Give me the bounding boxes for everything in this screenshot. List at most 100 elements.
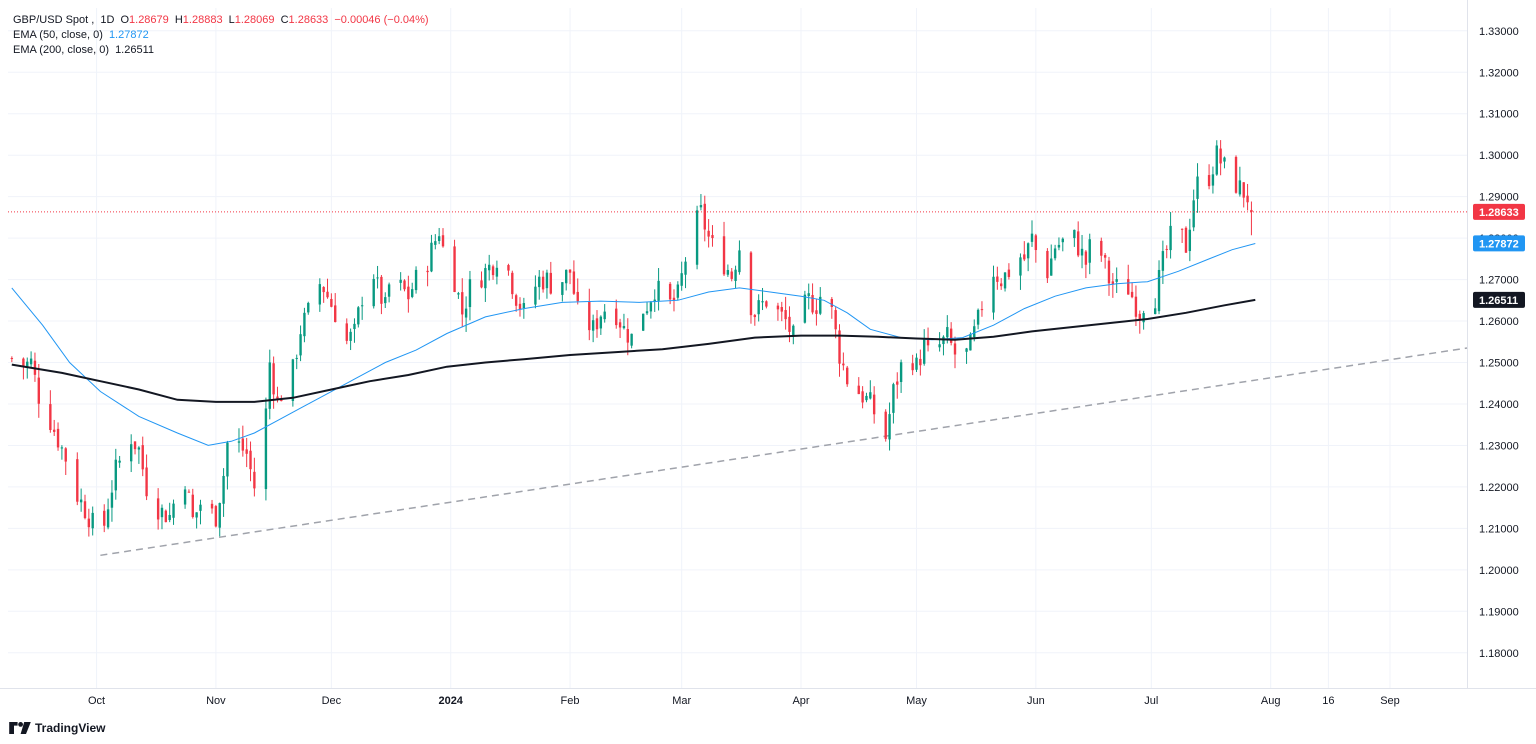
- candle-body: [949, 328, 953, 343]
- x-tick-label: Oct: [88, 695, 105, 707]
- tradingview-logo[interactable]: TradingView: [9, 721, 105, 735]
- candle-body: [507, 265, 510, 271]
- candle-body: [1061, 238, 1064, 243]
- candle-body: [345, 323, 348, 341]
- candle-body: [780, 307, 783, 312]
- y-tick-label: 1.21000: [1479, 523, 1519, 535]
- candle-body: [838, 330, 841, 364]
- timeframe-label[interactable]: 1D: [100, 14, 115, 26]
- candle-body: [380, 276, 383, 304]
- candle-body: [657, 280, 660, 301]
- candle-body: [191, 494, 194, 517]
- candle-body: [160, 507, 164, 518]
- candle-body: [842, 363, 845, 366]
- x-tick-label: Feb: [561, 695, 580, 707]
- candle-body: [899, 362, 903, 383]
- y-tick-label: 1.25000: [1479, 358, 1519, 370]
- candle-body: [1003, 272, 1007, 289]
- symbol-row: GBP/USD Spot, 1D O1.28679 H1.28883 L1.28…: [13, 14, 429, 26]
- candle-body: [226, 442, 229, 477]
- y-tick-label: 1.22000: [1479, 482, 1519, 494]
- candle-body: [888, 414, 891, 440]
- candle-body: [1107, 260, 1111, 284]
- candle-body: [1215, 145, 1218, 175]
- candle-body: [26, 361, 29, 368]
- candle-body: [87, 518, 91, 528]
- candle-body: [953, 343, 957, 355]
- candle-body: [276, 396, 279, 401]
- symbol-name[interactable]: GBP/USD Spot: [13, 14, 89, 26]
- candle-body: [195, 512, 198, 518]
- ohlc-change: −0.00046 (−0.04%): [334, 14, 429, 26]
- candle-body: [684, 261, 687, 275]
- candle-body: [322, 287, 325, 293]
- candle-body: [788, 316, 791, 332]
- candle-body: [965, 348, 968, 352]
- ema200-badge: 1.26511: [1479, 295, 1518, 307]
- candle-body: [330, 298, 333, 307]
- y-tick-label: 1.20000: [1479, 565, 1519, 577]
- candle-body: [403, 280, 406, 290]
- ema50-legend-row[interactable]: EMA (50, close, 0) 1.27872: [13, 28, 432, 43]
- candle-body: [738, 250, 741, 273]
- ohlc-high-label: H: [174, 14, 183, 26]
- candle-body: [514, 295, 518, 306]
- candle-body: [676, 284, 680, 298]
- candle-body: [1234, 156, 1238, 193]
- candle-body: [1250, 209, 1253, 212]
- candle-body: [303, 312, 306, 337]
- candle-body: [923, 339, 926, 364]
- candle-body: [996, 276, 999, 282]
- candle-body: [749, 252, 753, 316]
- candle-body: [992, 276, 995, 313]
- candle-body: [803, 294, 807, 323]
- candle-body: [896, 381, 899, 385]
- candle-body: [245, 449, 248, 454]
- x-tick-label: Sep: [1380, 695, 1400, 707]
- candle-body: [1030, 233, 1034, 242]
- ema50-badge: 1.27872: [1479, 238, 1519, 250]
- candle-body: [730, 271, 733, 279]
- candle-body: [1161, 251, 1165, 271]
- candle-body: [103, 510, 106, 526]
- candle-body: [973, 326, 976, 338]
- candle-body: [480, 280, 483, 288]
- candle-body: [653, 299, 656, 302]
- candle-body: [488, 264, 491, 271]
- candle-body: [357, 307, 360, 325]
- candle-body: [1207, 175, 1211, 187]
- candle-body: [318, 284, 322, 305]
- candle-body: [187, 491, 191, 493]
- candle-body: [106, 509, 110, 528]
- candle-body: [1192, 200, 1195, 228]
- candle-body: [1057, 244, 1061, 248]
- candle-body: [426, 270, 429, 273]
- candle-body: [349, 331, 352, 341]
- candle-body: [734, 269, 737, 281]
- candle-body: [1000, 283, 1003, 287]
- candle-body: [776, 305, 780, 310]
- candle-body: [857, 385, 860, 395]
- candle-body: [511, 272, 514, 295]
- candle-body: [307, 302, 310, 313]
- candle-body: [10, 357, 14, 359]
- ohlc-close-value: 1.28633: [288, 14, 329, 26]
- tradingview-logo-icon: [9, 722, 31, 734]
- candle-body: [695, 210, 699, 265]
- candle-body: [865, 395, 868, 401]
- ohlc-high-value: 1.28883: [182, 14, 223, 26]
- ema200-legend-row[interactable]: EMA (200, close, 0) 1.26511: [13, 43, 432, 58]
- candle-body: [411, 289, 414, 297]
- candle-body: [545, 272, 549, 289]
- candle-body: [518, 303, 522, 310]
- candle-body: [91, 512, 94, 529]
- candle-body: [1053, 248, 1057, 259]
- candle-body: [1180, 228, 1184, 230]
- candle-body: [326, 291, 329, 298]
- candle-body: [376, 277, 379, 279]
- candle-body: [199, 504, 202, 511]
- candle-body: [218, 502, 221, 528]
- candle-body: [249, 450, 252, 470]
- candle-body: [461, 292, 464, 315]
